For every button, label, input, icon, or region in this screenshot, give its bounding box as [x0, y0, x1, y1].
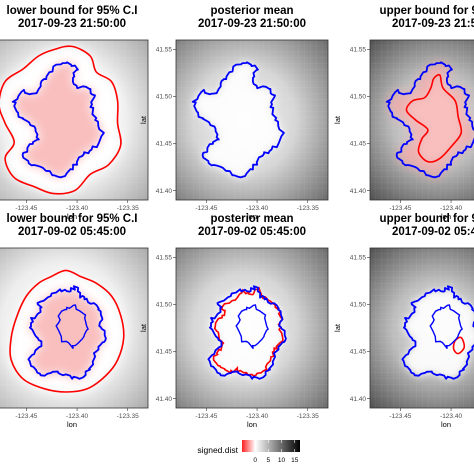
x-tick-label: -123.35 [297, 205, 319, 212]
y-tick-label: 41.55 [350, 47, 367, 54]
estimated-boundary-contour [405, 73, 463, 163]
y-tick-label: 41.50 [156, 302, 173, 309]
y-tick-label: 41.55 [156, 255, 173, 262]
panel-subtitle: 2017-09-02 05:45:00 [392, 226, 474, 238]
y-tick-label: 41.45 [156, 349, 173, 356]
x-tick-label: -123.45 [195, 205, 217, 212]
panel-title: posterior mean [210, 5, 293, 17]
y-axis-label: lat [139, 115, 148, 124]
y-tick-label: 41.50 [350, 302, 367, 309]
x-tick-label: -123.45 [15, 413, 37, 420]
x-tick-label: -123.35 [297, 413, 319, 420]
observed-boundary-contour [385, 61, 474, 179]
y-tick-label: 41.50 [156, 94, 173, 101]
observed-boundary-contour [55, 304, 89, 350]
y-tick-label: 41.40 [350, 188, 367, 195]
observed-boundary-contour [235, 304, 269, 350]
legend-title: signed.dist [197, 445, 238, 455]
estimated-boundary-contour [212, 286, 284, 377]
colorbar-tick-label: 15 [291, 457, 299, 464]
x-tick-label: -123.45 [389, 205, 411, 212]
heatmap-field [0, 248, 148, 408]
y-axis-label: lat [333, 323, 342, 332]
y-tick-label: 41.45 [156, 141, 173, 148]
x-tick-label: -123.40 [440, 205, 462, 212]
panel-title: lower bound for 95% C.I [7, 5, 138, 17]
estimated-boundary-contour [9, 269, 125, 393]
estimated-boundary-contour [0, 45, 122, 195]
colorbar-legend: signed.dist 0 5 10 15 [197, 440, 300, 464]
colorbar-tick-label: 5 [267, 457, 271, 464]
panel-subtitle: 2017-09-23 21:50:00 [18, 18, 126, 30]
panel-title: upper bound for 95% C.I [380, 5, 474, 17]
x-axis-label: lon [441, 212, 451, 221]
observed-boundary-contour [27, 285, 107, 380]
heatmap-field [176, 40, 328, 200]
y-tick-label: 41.50 [350, 94, 367, 101]
observed-boundary-contour [429, 304, 463, 350]
colorbar-tick-label: 10 [278, 457, 286, 464]
x-axis-label: lon [247, 420, 257, 429]
observed-boundary-contour [11, 61, 105, 179]
panel-border [0, 39, 149, 201]
panel-border [369, 39, 474, 201]
panel-border [175, 39, 329, 201]
panel-title: upper bound for 95% C.I [380, 213, 474, 225]
x-axis-label: lon [67, 420, 77, 429]
heatmap-field [176, 248, 328, 408]
y-tick-label: 41.40 [156, 396, 173, 403]
panel-subtitle: 2017-09-02 05:45:00 [198, 226, 306, 238]
heatmap-field [370, 40, 474, 200]
x-tick-label: -123.45 [389, 413, 411, 420]
x-tick-label: -123.40 [66, 205, 88, 212]
panel-border [175, 247, 329, 409]
x-axis-label: lon [247, 212, 257, 221]
x-tick-label: -123.40 [440, 413, 462, 420]
x-tick-label: -123.35 [117, 413, 139, 420]
y-axis-label: lat [333, 115, 342, 124]
y-tick-label: 41.40 [156, 188, 173, 195]
x-tick-label: -123.45 [195, 413, 217, 420]
x-tick-label: -123.40 [246, 413, 268, 420]
observed-boundary-contour [401, 285, 474, 380]
heatmap-field [370, 248, 474, 408]
panel-title: posterior mean [210, 213, 293, 225]
panel-subtitle: 2017-09-23 21:50:00 [198, 18, 306, 30]
y-tick-label: 41.55 [350, 255, 367, 262]
x-tick-label: -123.40 [66, 413, 88, 420]
y-tick-label: 41.40 [350, 396, 367, 403]
panel-subtitle: 2017-09-23 21:50:00 [392, 18, 474, 30]
observed-boundary-contour [207, 285, 287, 380]
x-tick-label: -123.45 [15, 205, 37, 212]
colorbar-tick-label: 0 [253, 457, 257, 464]
y-axis-label: lat [139, 323, 148, 332]
heatmap-field [0, 40, 148, 200]
colorbar [242, 440, 300, 452]
observed-boundary-contour [191, 61, 285, 179]
panel-title: lower bound for 95% C.I [7, 213, 138, 225]
y-tick-label: 41.55 [156, 47, 173, 54]
x-tick-label: -123.35 [117, 205, 139, 212]
panel-border [0, 247, 149, 409]
y-tick-label: 41.45 [350, 141, 367, 148]
panel-subtitle: 2017-09-02 05:45:00 [18, 226, 126, 238]
x-axis-label: lon [441, 420, 451, 429]
x-axis-label: lon [67, 212, 77, 221]
x-tick-label: -123.40 [246, 205, 268, 212]
panel-border [369, 247, 474, 409]
y-tick-label: 41.45 [350, 349, 367, 356]
estimated-boundary-contour [452, 336, 466, 355]
